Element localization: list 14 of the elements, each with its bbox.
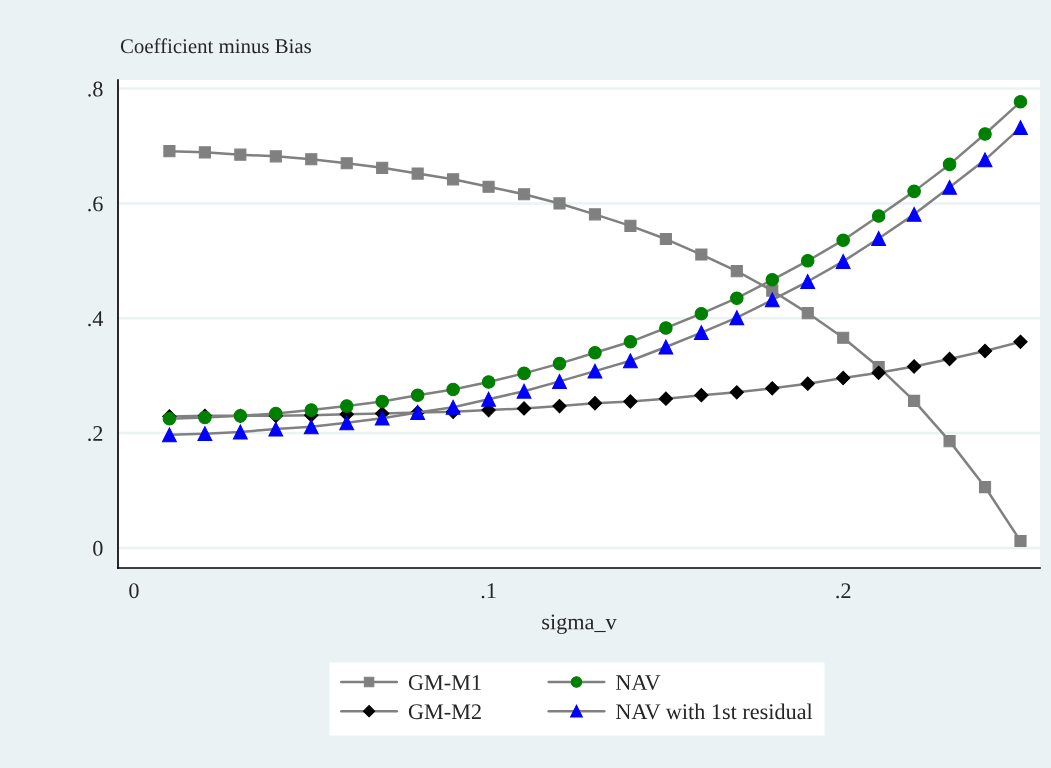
y-axis-title: Coefficient minus Bias [120,38,311,54]
legend-label: NAV with 1st residual [616,703,813,720]
y-tick-label: .2 [88,426,103,442]
x-tick-label: 0 [129,583,139,599]
legend-label: GM-M2 [408,704,481,720]
y-tick-label: .8 [88,81,103,97]
y-tick-label: 0 [93,540,103,556]
legend-label: GM-M1 [408,675,481,690]
x-tick-label: .1 [481,583,496,599]
y-tick-label: .6 [88,196,103,212]
x-axis-title: sigma_v [542,614,617,634]
y-tick-label: .4 [88,311,104,327]
x-tick-label: .2 [836,583,851,599]
legend-label: NAV [616,675,661,691]
